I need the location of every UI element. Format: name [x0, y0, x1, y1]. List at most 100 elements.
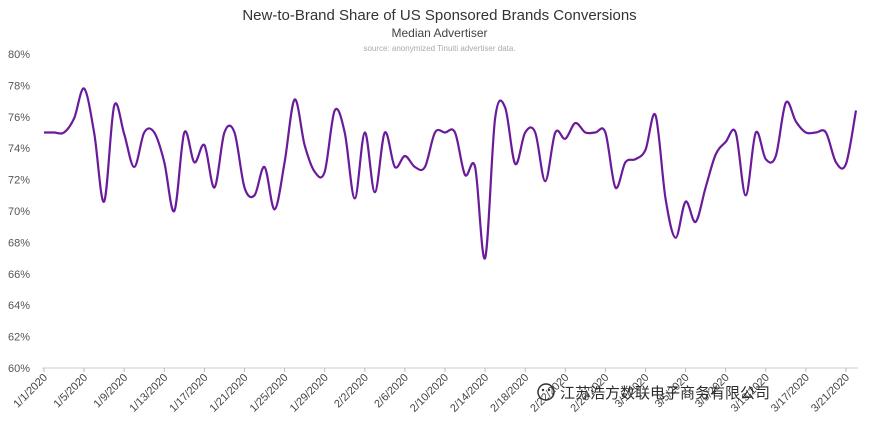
data-point [534, 131, 537, 134]
data-point [824, 131, 827, 134]
data-point [784, 101, 787, 104]
data-point [664, 197, 667, 200]
data-point [163, 161, 166, 164]
data-point [454, 131, 457, 134]
data-point [203, 144, 206, 147]
data-point [343, 131, 346, 134]
y-tick-label: 70% [8, 206, 30, 218]
x-tick-label: 3/17/2020 [769, 372, 812, 415]
data-point [383, 131, 386, 134]
data-point [804, 131, 807, 134]
wechat-icon [537, 383, 555, 401]
y-tick-label: 68% [8, 237, 30, 249]
data-point [634, 158, 637, 161]
data-point [43, 131, 46, 134]
data-point [574, 122, 577, 125]
data-point [614, 186, 617, 189]
x-tick-label: 1/5/2020 [51, 372, 90, 411]
data-point [524, 131, 527, 134]
x-tick-label: 2/14/2020 [448, 372, 491, 415]
watermark: 江苏浩方数联电子商务有限公司 [537, 383, 770, 402]
x-tick-label: 2/10/2020 [408, 372, 451, 415]
x-tick-label: 1/9/2020 [92, 372, 131, 411]
data-point [764, 158, 767, 161]
x-tick-label: 1/21/2020 [208, 372, 251, 415]
data-point [283, 161, 286, 164]
data-point [624, 161, 627, 164]
data-point [835, 161, 838, 164]
data-point [714, 153, 717, 156]
data-point [644, 148, 647, 151]
watermark-text: 江苏浩方数联电子商务有限公司 [560, 384, 770, 402]
data-point [434, 131, 437, 134]
data-point [193, 161, 196, 164]
data-point [724, 140, 727, 143]
data-point [233, 131, 236, 134]
chart-title: New-to-Brand Share of US Sponsored Brand… [242, 7, 636, 24]
data-point [584, 131, 587, 134]
data-point [474, 166, 477, 169]
data-point [393, 166, 396, 169]
y-tick-label: 74% [8, 143, 30, 155]
data-point [173, 210, 176, 213]
data-point [413, 166, 416, 169]
data-point [213, 186, 216, 189]
data-point [133, 166, 136, 169]
data-point [554, 131, 557, 134]
y-tick-label: 60% [8, 363, 30, 375]
data-point [484, 257, 487, 260]
plot-area [43, 87, 858, 260]
data-point [303, 144, 306, 147]
data-point [333, 109, 336, 112]
data-point [604, 131, 607, 134]
y-tick-label: 78% [8, 80, 30, 92]
data-point [53, 131, 56, 134]
data-point [93, 131, 96, 134]
data-point [684, 200, 687, 203]
data-point [794, 120, 797, 123]
data-point [153, 131, 156, 134]
data-point [544, 180, 547, 183]
data-point [103, 200, 106, 203]
data-point [464, 173, 467, 176]
x-tick-label: 1/13/2020 [127, 372, 170, 415]
data-point [814, 131, 817, 134]
data-point [63, 131, 66, 134]
data-point [654, 114, 657, 117]
data-point [373, 191, 376, 194]
data-point [223, 131, 226, 134]
y-tick-label: 64% [8, 300, 30, 312]
data-point [263, 166, 266, 169]
y-tick-label: 80% [8, 49, 30, 61]
data-point [694, 221, 697, 224]
data-point [744, 194, 747, 197]
data-point [754, 131, 757, 134]
y-tick-label: 72% [8, 175, 30, 187]
data-point [594, 131, 597, 134]
data-point [363, 131, 366, 134]
x-tick-label: 3/21/2020 [809, 372, 852, 415]
data-point [504, 106, 507, 109]
data-point [704, 186, 707, 189]
data-point [514, 162, 517, 165]
data-point [183, 131, 186, 134]
data-point [313, 170, 316, 173]
series-line [43, 87, 858, 260]
y-axis: 80% 78% 76% 74% 72% 70% 68% 66% 64% 62% 60% [8, 49, 30, 375]
y-tick-label: 66% [8, 269, 30, 281]
x-tick-label: 1/1/2020 [11, 372, 50, 411]
data-point [73, 117, 76, 120]
x-tick-label: 1/29/2020 [288, 372, 331, 415]
chart-subtitle: Median Advertiser [391, 26, 487, 40]
data-point [444, 131, 447, 134]
data-point [734, 131, 737, 134]
data-point [564, 137, 567, 140]
x-tick-label: 2/6/2020 [372, 372, 411, 411]
data-point [855, 109, 858, 112]
data-point [293, 98, 296, 101]
x-tick-label: 1/25/2020 [248, 372, 291, 415]
data-point [353, 197, 356, 200]
x-tick-label: 2/18/2020 [488, 372, 531, 415]
data-point [774, 155, 777, 158]
chart-source: source: anonymized Tinuiti advertiser da… [363, 44, 515, 53]
